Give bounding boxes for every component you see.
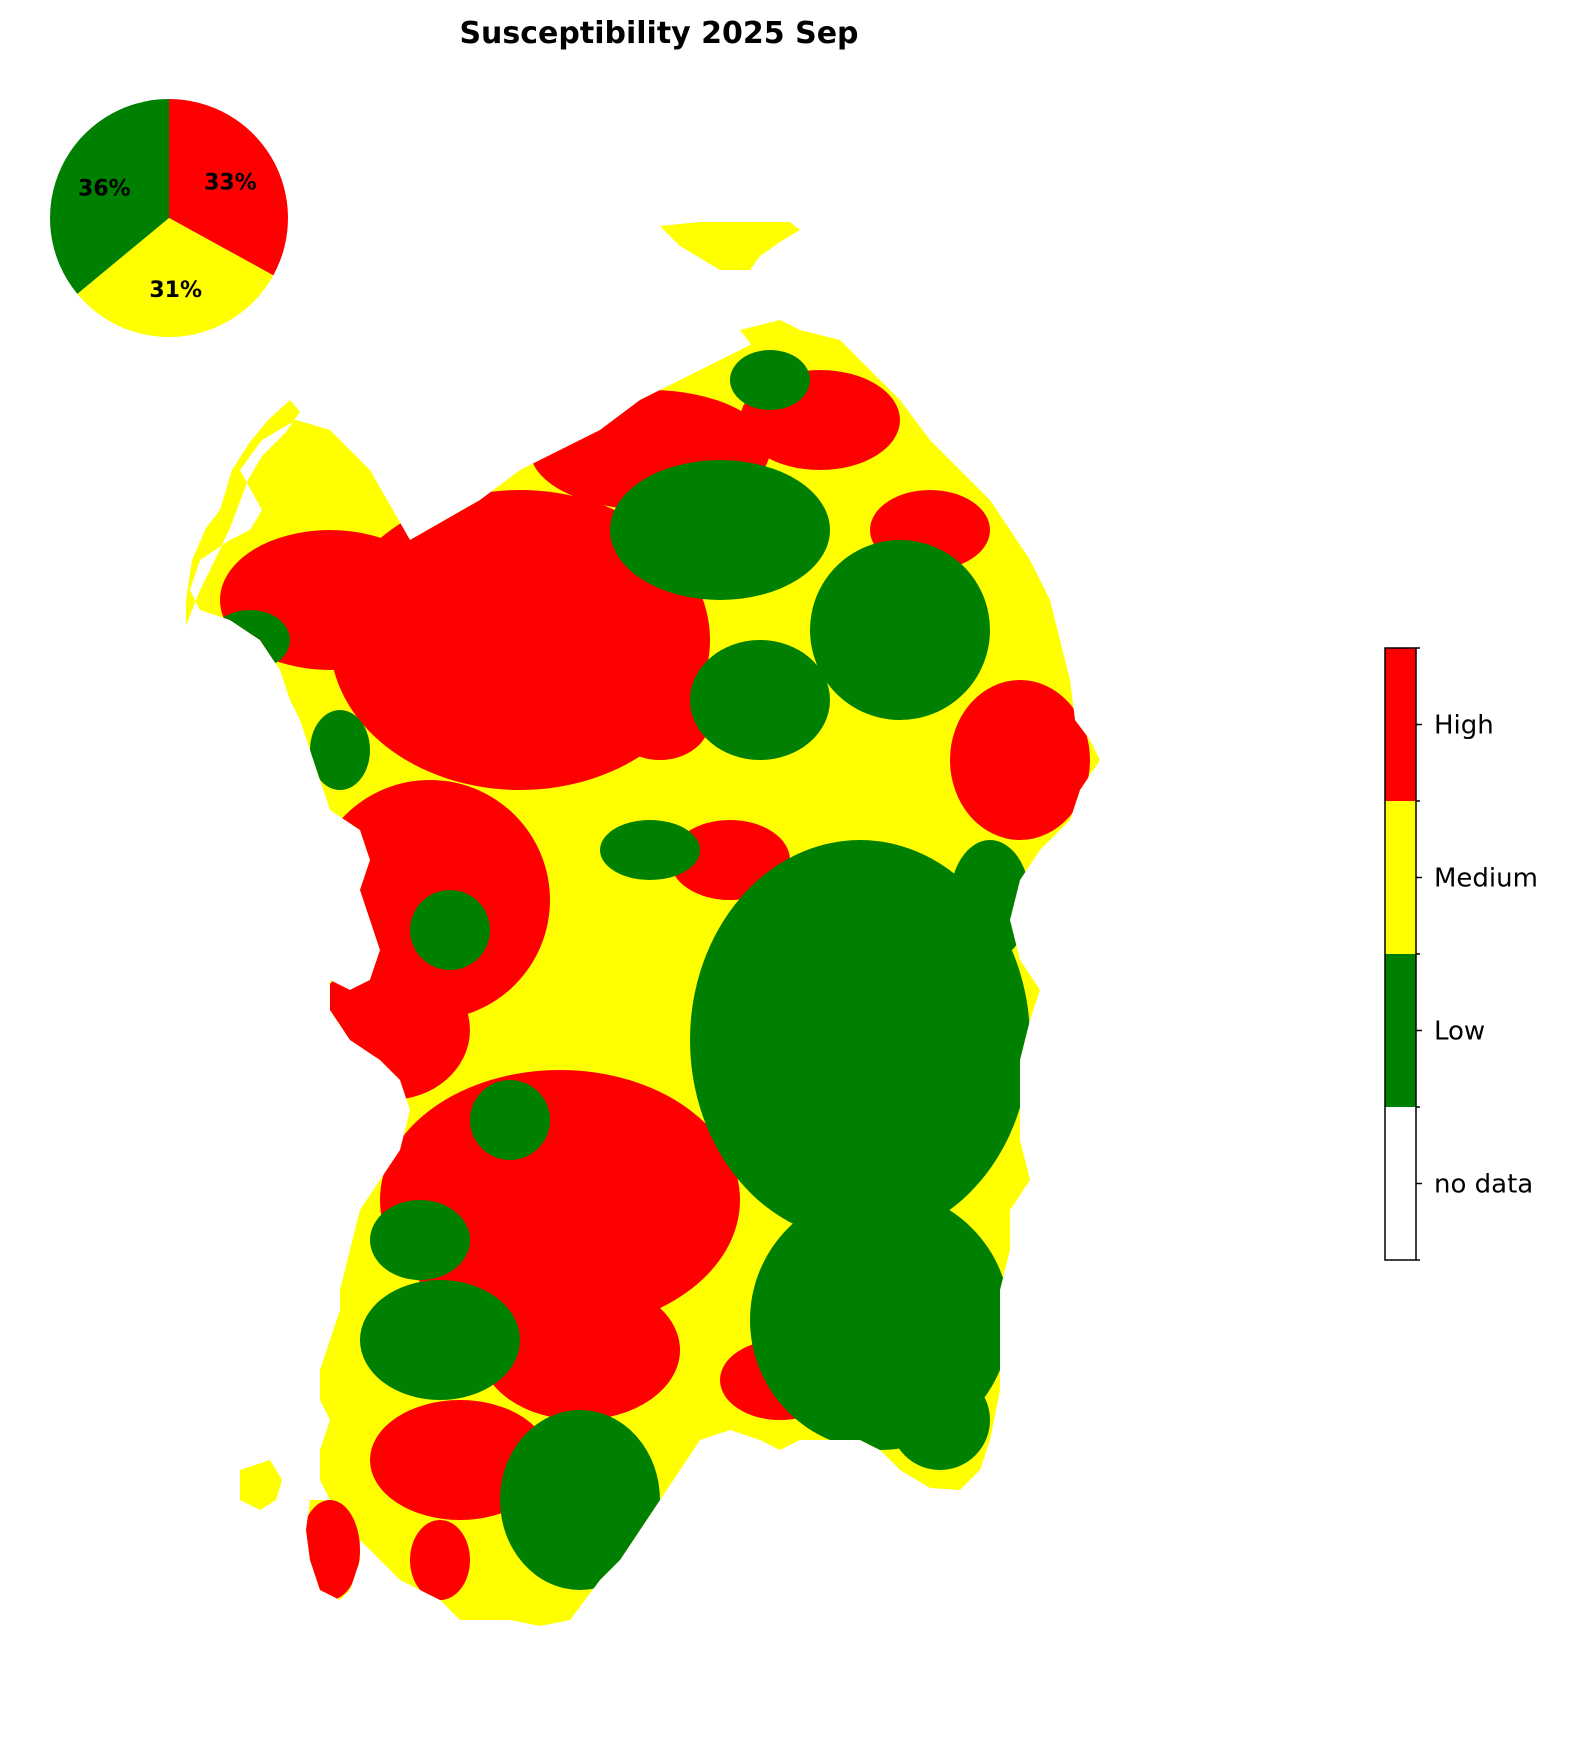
colorbar-swatch-low [1385, 954, 1416, 1107]
island-map [186, 222, 1100, 1626]
pie-slice-medium [77, 218, 274, 337]
colorbar-swatch-no_data [1385, 1107, 1416, 1260]
colorbar-swatch-high [1385, 648, 1416, 801]
pie-label-high: 33% [204, 171, 257, 196]
map-title: Susceptibility 2025 Sep [459, 16, 859, 51]
susceptibility-colorbar: High Medium Low no data [1384, 647, 1538, 1261]
pie-label-low: 36% [78, 177, 131, 202]
colorbar-label-high: High [1434, 711, 1494, 741]
pie-label-medium: 31% [149, 278, 202, 303]
low-susceptibility-zones [210, 350, 1030, 1590]
colorbar-label-low: Low [1434, 1017, 1485, 1047]
colorbar-swatch-medium [1385, 801, 1416, 954]
class-share-pie-chart: 33% 31% 36% [50, 99, 288, 337]
colorbar-label-no_data: no data [1434, 1170, 1533, 1200]
colorbar-frame [1384, 647, 1417, 1261]
colorbar-label-medium: Medium [1434, 864, 1538, 894]
pie-slice-low [50, 99, 170, 294]
pie-slice-high [169, 99, 288, 276]
